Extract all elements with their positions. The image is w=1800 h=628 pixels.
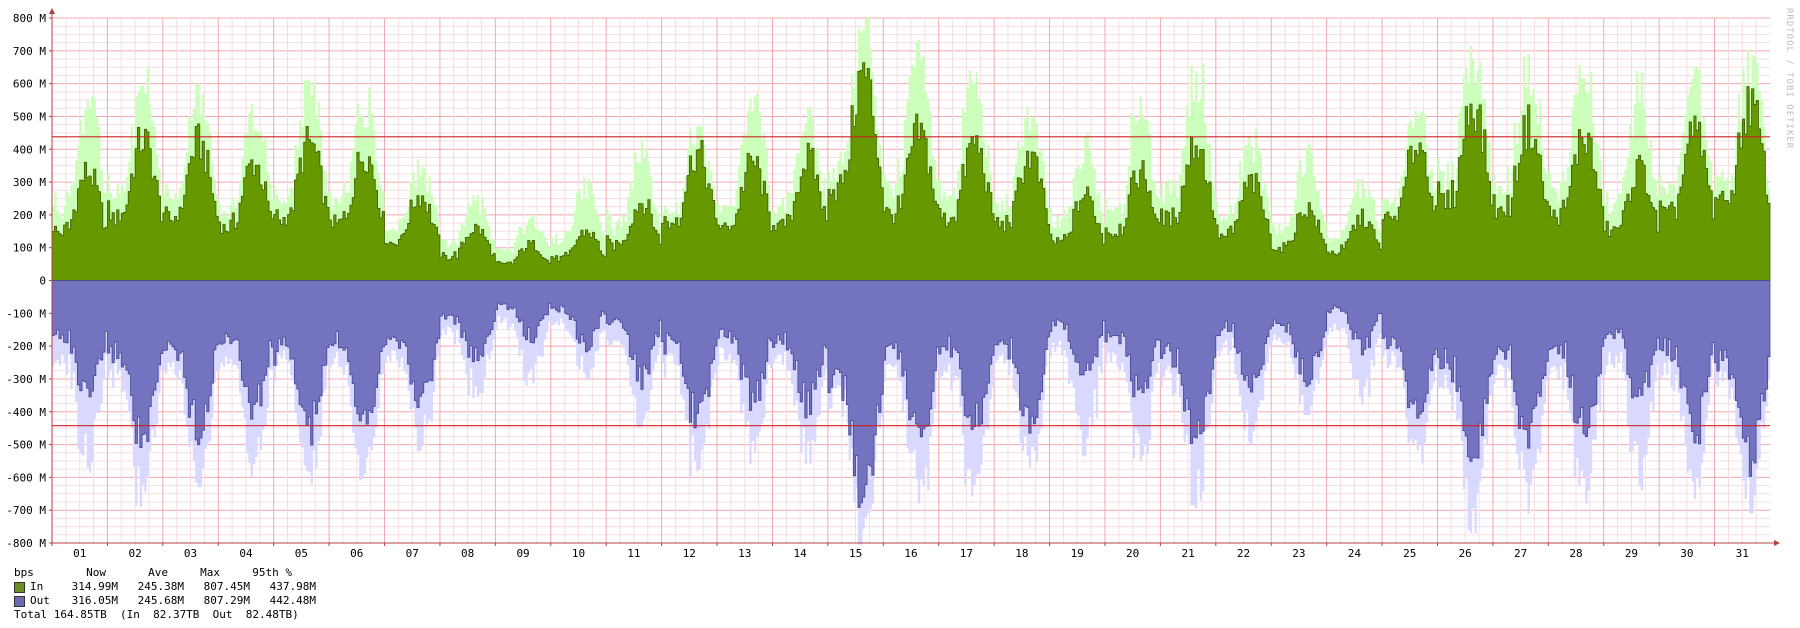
legend-max-out: 807.29M xyxy=(203,594,250,607)
x-tick-label: 20 xyxy=(1126,547,1139,560)
x-tick-label: 09 xyxy=(516,547,529,560)
x-tick-label: 13 xyxy=(738,547,751,560)
y-axis: 800 M 700 M 600 M 500 M 400 M 300 M 200 M 100 M… xyxy=(6,8,55,550)
x-tick-label: 23 xyxy=(1292,547,1305,560)
x-tick-label: 05 xyxy=(295,547,308,560)
series-out-avg xyxy=(51,280,1771,508)
x-axis-arrow xyxy=(1774,540,1780,546)
y-tick-label: 800 M xyxy=(13,12,46,25)
x-tick-label: 17 xyxy=(960,547,973,560)
y-tick-label: -800 M xyxy=(6,537,46,550)
y-tick-label: 300 M xyxy=(13,176,46,189)
x-tick-label: 16 xyxy=(904,547,917,560)
legend-header-unit: bps xyxy=(14,566,34,579)
x-tick-label: 15 xyxy=(849,547,862,560)
legend-now-in: 314.99M xyxy=(71,580,118,593)
x-tick-label: 19 xyxy=(1071,547,1084,560)
y-tick-label: 200 M xyxy=(13,209,46,222)
legend-label-out: Out xyxy=(30,594,50,607)
y-tick-label: -200 M xyxy=(6,340,46,353)
legend-swatch-in xyxy=(14,581,25,593)
y-tick-label: 0 xyxy=(39,275,46,288)
y-tick-label: 400 M xyxy=(13,143,46,156)
y-tick-label: 500 M xyxy=(13,110,46,123)
x-tick-label: 10 xyxy=(572,547,585,560)
legend-swatch-out xyxy=(14,595,25,607)
y-tick-label: -300 M xyxy=(6,373,46,386)
x-tick-label: 21 xyxy=(1181,547,1194,560)
y-tick-label: -700 M xyxy=(6,504,46,517)
y-tick-label: -100 M xyxy=(6,307,46,320)
x-tick-label: 14 xyxy=(794,547,808,560)
legend-header-p95: 95th % xyxy=(252,566,292,579)
x-tick-label: 07 xyxy=(406,547,419,560)
legend-total: Total 164.85TB (In 82.37TB Out 82.48TB) xyxy=(14,608,299,621)
x-tick-label: 04 xyxy=(239,547,253,560)
y-tick-label: 600 M xyxy=(13,78,46,91)
x-tick-label: 24 xyxy=(1348,547,1362,560)
x-tick-label: 12 xyxy=(683,547,696,560)
y-tick-label: -400 M xyxy=(6,406,46,419)
legend-p95-out: 442.48M xyxy=(269,594,316,607)
legend-row-in: In 314.99M 245.38M 807.45M 437.98M xyxy=(14,580,316,594)
x-tick-label: 02 xyxy=(129,547,142,560)
y-axis-arrow xyxy=(49,8,55,14)
x-tick-label: 30 xyxy=(1680,547,1693,560)
legend-header-ave: Ave xyxy=(148,566,168,579)
legend-header: bps Now Ave Max 95th % xyxy=(14,566,316,580)
y-tick-label: 700 M xyxy=(13,45,46,58)
x-tick-label: 25 xyxy=(1403,547,1416,560)
legend-header-now: Now xyxy=(86,566,106,579)
x-tick-label: 26 xyxy=(1459,547,1472,560)
x-tick-label: 06 xyxy=(350,547,363,560)
legend-p95-in: 437.98M xyxy=(269,580,316,593)
x-axis: 01 02 03 04 05 06 07 08 09 10 11 12 13 14 15 16 17 18 19 20… xyxy=(51,540,1780,560)
x-tick-label: 18 xyxy=(1015,547,1028,560)
legend-ave-out: 245.68M xyxy=(137,594,184,607)
y-tick-label: 100 M xyxy=(13,242,46,255)
chart-overlay xyxy=(52,136,1770,427)
x-tick-label: 22 xyxy=(1237,547,1250,560)
traffic-chart: 800 M 700 M 600 M 500 M 400 M 300 M 200 M 100 M… xyxy=(6,8,1780,560)
y-tick-label: -600 M xyxy=(6,471,46,484)
y-tick-label: -500 M xyxy=(6,439,46,452)
legend-row-out: Out 316.05M 245.68M 807.29M 442.48M xyxy=(14,594,316,608)
x-tick-label: 31 xyxy=(1736,547,1749,560)
legend-max-in: 807.45M xyxy=(203,580,250,593)
series-in-avg xyxy=(51,62,1771,281)
legend-label-in: In xyxy=(30,580,44,593)
chart-areas xyxy=(51,17,1771,545)
legend: bps Now Ave Max 95th % In 314.99M 245.38… xyxy=(14,566,316,622)
legend-now-out: 316.05M xyxy=(71,594,118,607)
x-tick-label: 11 xyxy=(627,547,640,560)
x-tick-label: 03 xyxy=(184,547,197,560)
rrdtool-watermark: RRDTOOL / TOBI OETIKER xyxy=(1784,8,1794,150)
x-tick-label: 27 xyxy=(1514,547,1527,560)
x-tick-label: 01 xyxy=(73,547,86,560)
x-tick-label: 28 xyxy=(1569,547,1582,560)
x-tick-label: 29 xyxy=(1625,547,1638,560)
legend-header-max: Max xyxy=(200,566,220,579)
x-tick-label: 08 xyxy=(461,547,474,560)
legend-ave-in: 245.38M xyxy=(137,580,184,593)
